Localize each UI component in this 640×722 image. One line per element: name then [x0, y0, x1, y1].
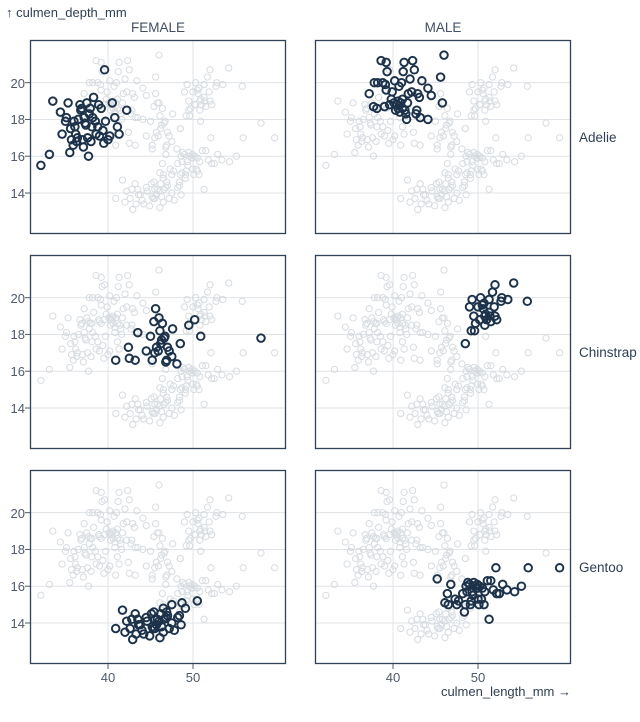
x-axis-title: culmen_length_mm →	[440, 684, 571, 699]
scatter-plot-adelie-female	[25, 39, 287, 235]
y-axis-tick-label: 14	[10, 615, 25, 631]
y-axis-title: ↑ culmen_depth_mm	[6, 5, 127, 20]
y-axis-tick-label: 16	[10, 579, 25, 595]
facet-row-label-chinstrap: Chinstrap	[579, 345, 637, 360]
facet-column-header-male: MALE	[424, 20, 462, 35]
y-axis-tick-label: 20	[10, 290, 25, 306]
y-axis-tick-label: 14	[10, 400, 25, 416]
scatter-plot-gentoo-male	[314, 469, 572, 669]
facet-gentoo-male: 40 50	[314, 469, 572, 684]
x-axis-tick-label: 40	[385, 670, 401, 685]
y-axis-tick-label: 18	[10, 542, 25, 558]
facet-chinstrap-male	[314, 254, 572, 450]
x-axis-tick-label: 50	[185, 670, 201, 685]
scatter-plot-gentoo-female	[25, 469, 287, 669]
y-axis-tick-label: 16	[10, 149, 25, 165]
facet-row-label-gentoo: Gentoo	[579, 560, 624, 575]
scatter-plot-chinstrap-female	[25, 254, 287, 450]
y-axis-tick-label: 18	[10, 327, 25, 343]
scatter-plot-chinstrap-male	[314, 254, 572, 450]
y-axis-tick-label: 16	[10, 364, 25, 380]
facet-chinstrap-female: 14 16 18 20	[11, 254, 287, 450]
scatter-plot-adelie-male	[314, 39, 572, 235]
y-axis-tick-label: 20	[10, 505, 25, 521]
x-axis-tick-label: 50	[470, 670, 486, 685]
y-axis-tick-label: 14	[10, 185, 25, 201]
y-axis-tick-label: 18	[10, 112, 25, 128]
facet-adelie-male	[314, 39, 572, 235]
facet-gentoo-female: 14 16 18 20 40 50	[11, 469, 287, 684]
y-axis-tick-label: 20	[10, 75, 25, 91]
x-axis-tick-label: 40	[100, 670, 116, 685]
facet-row-label-adelie: Adelie	[579, 130, 617, 145]
facet-adelie-female: 14 16 18 20	[11, 39, 287, 235]
facet-column-header-female: FEMALE	[130, 20, 185, 35]
